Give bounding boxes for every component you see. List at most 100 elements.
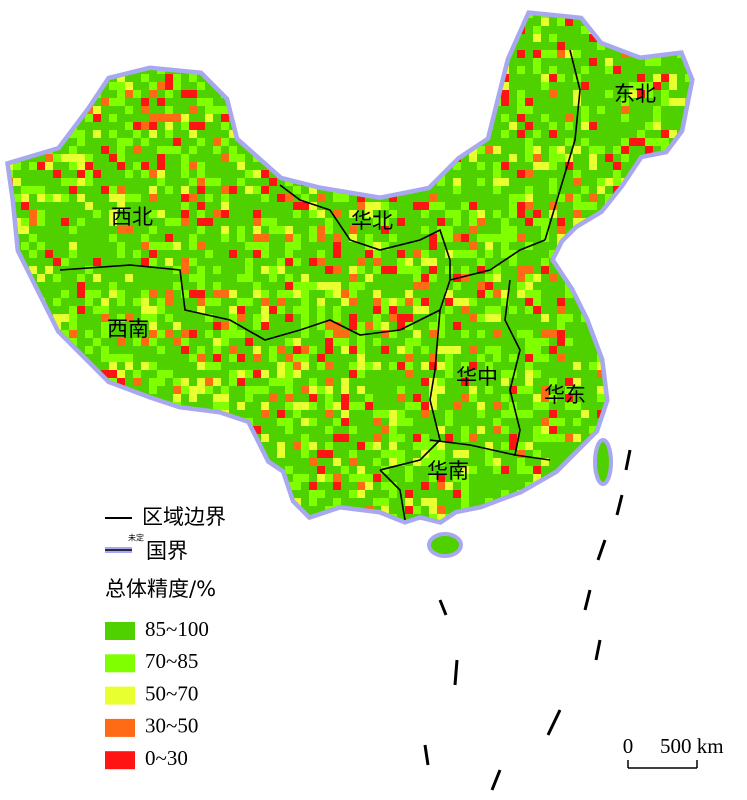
raster-cell [517, 274, 525, 282]
raster-cell [501, 410, 509, 418]
raster-cell [389, 482, 397, 490]
raster-cell [517, 15, 525, 18]
raster-cell [77, 274, 85, 282]
raster-cell [677, 194, 685, 202]
raster-cell [629, 266, 637, 274]
raster-cell [301, 402, 309, 410]
raster-cell [645, 58, 653, 66]
raster-cell [405, 154, 413, 162]
raster-cell [141, 338, 149, 346]
raster-cell [317, 146, 325, 154]
raster-cell [485, 58, 493, 66]
raster-cell [685, 186, 690, 194]
raster-cell [181, 194, 189, 202]
raster-cell [437, 426, 445, 434]
raster-cell [501, 490, 509, 498]
raster-cell [645, 386, 653, 394]
raster-cell [293, 306, 301, 314]
raster-cell [477, 106, 485, 114]
raster-cell [349, 234, 357, 242]
raster-cell [21, 114, 29, 122]
raster-cell [501, 42, 509, 50]
raster-cell [629, 490, 637, 498]
raster-cell [37, 466, 45, 474]
raster-cell [669, 250, 677, 258]
raster-cell [629, 290, 637, 298]
raster-cell [197, 178, 205, 186]
raster-cell [293, 202, 301, 210]
raster-cell [333, 498, 341, 506]
raster-cell [261, 42, 269, 50]
raster-cell [477, 522, 485, 530]
raster-cell [605, 538, 613, 546]
raster-cell [389, 298, 397, 306]
raster-cell [181, 330, 189, 338]
raster-cell [493, 306, 501, 314]
raster-cell [277, 418, 285, 426]
raster-cell [653, 258, 661, 266]
raster-cell [533, 394, 541, 402]
raster-cell [301, 330, 309, 338]
raster-cell [645, 170, 653, 178]
raster-cell [229, 330, 237, 338]
raster-cell [381, 178, 389, 186]
raster-cell [133, 458, 141, 466]
raster-cell [69, 162, 77, 170]
raster-cell [197, 266, 205, 274]
raster-cell [317, 466, 325, 474]
raster-cell [165, 114, 173, 122]
region-boundary [379, 469, 406, 521]
raster-cell [549, 426, 557, 434]
raster-cell [677, 250, 685, 258]
raster-cell [429, 322, 437, 330]
raster-cell [653, 466, 661, 474]
raster-cell [693, 10, 701, 18]
raster-cell [501, 514, 509, 520]
raster-cell [357, 386, 365, 394]
raster-cell [557, 298, 565, 306]
raster-cell [157, 298, 165, 306]
raster-cell [525, 106, 533, 114]
raster-cell [61, 218, 69, 226]
raster-cell [477, 162, 485, 170]
raster-cell [317, 450, 325, 458]
raster-cell [5, 546, 13, 554]
raster-cell [13, 418, 21, 426]
raster-cell [461, 434, 469, 442]
raster-cell [437, 346, 445, 354]
raster-cell [677, 506, 685, 514]
raster-cell [317, 306, 325, 314]
raster-cell [437, 362, 445, 370]
raster-cell [10, 322, 13, 330]
raster-cell [549, 130, 557, 138]
raster-cell [349, 290, 357, 298]
raster-cell [69, 58, 77, 66]
raster-cell [69, 226, 77, 234]
raster-cell [53, 538, 61, 546]
raster-cell [501, 82, 509, 90]
raster-cell [301, 282, 309, 290]
raster-cell [549, 202, 557, 210]
raster-cell [349, 122, 357, 130]
raster-cell [21, 282, 29, 290]
raster-cell [669, 346, 677, 354]
raster-cell [629, 346, 637, 354]
raster-cell [565, 482, 573, 490]
raster-cell [605, 258, 613, 266]
raster-cell [421, 226, 429, 234]
raster-cell [253, 26, 261, 34]
raster-cell [197, 186, 205, 194]
raster-cell [181, 386, 189, 394]
raster-cell [277, 362, 285, 370]
raster-cell [629, 242, 637, 250]
raster-cell [221, 458, 229, 466]
raster-cell [269, 546, 277, 554]
raster-cell [485, 250, 493, 258]
raster-cell [205, 98, 213, 106]
raster-cell [437, 34, 445, 42]
raster-cell [413, 250, 421, 258]
raster-cell [173, 18, 181, 26]
raster-cell [269, 554, 277, 562]
raster-cell [293, 546, 301, 554]
raster-cell [629, 474, 637, 482]
